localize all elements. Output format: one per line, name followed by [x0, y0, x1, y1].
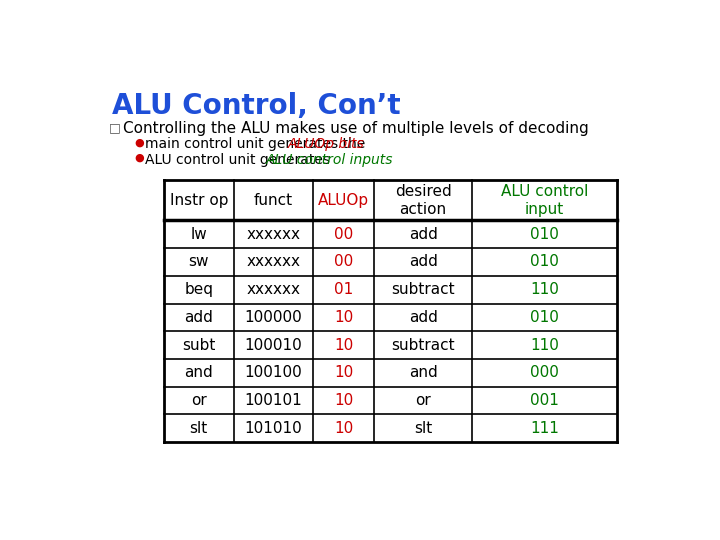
Text: Instr op: Instr op: [169, 193, 228, 208]
Text: 101010: 101010: [245, 421, 302, 436]
Text: ●: ●: [134, 153, 144, 163]
Text: add: add: [184, 310, 213, 325]
Text: 00: 00: [334, 227, 354, 242]
Text: add: add: [409, 254, 438, 269]
Text: 010: 010: [530, 227, 559, 242]
Text: 10: 10: [334, 421, 354, 436]
Text: 110: 110: [530, 282, 559, 297]
Text: xxxxxx: xxxxxx: [246, 282, 300, 297]
Text: 10: 10: [334, 365, 354, 380]
Text: 111: 111: [530, 421, 559, 436]
Text: add: add: [409, 227, 438, 242]
Text: Controlling the ALU makes use of multiple levels of decoding: Controlling the ALU makes use of multipl…: [123, 121, 589, 136]
Text: main control unit generates the: main control unit generates the: [145, 137, 369, 151]
Text: 10: 10: [334, 338, 354, 353]
Text: lw: lw: [190, 227, 207, 242]
Text: ALUOp: ALUOp: [318, 193, 369, 208]
Text: ●: ●: [134, 137, 144, 147]
Text: 001: 001: [530, 393, 559, 408]
Text: and: and: [409, 365, 438, 380]
Text: and: and: [184, 365, 213, 380]
Text: subt: subt: [182, 338, 215, 353]
Text: slt: slt: [414, 421, 432, 436]
Text: funct: funct: [254, 193, 293, 208]
Text: □: □: [109, 121, 121, 134]
Bar: [163, 180, 617, 442]
Text: 10: 10: [334, 393, 354, 408]
Text: 010: 010: [530, 254, 559, 269]
Text: 000: 000: [530, 365, 559, 380]
Text: slt: slt: [189, 421, 208, 436]
Text: 100100: 100100: [245, 365, 302, 380]
Text: add: add: [409, 310, 438, 325]
Text: 010: 010: [530, 310, 559, 325]
Text: 100101: 100101: [245, 393, 302, 408]
Text: ALU control
input: ALU control input: [501, 184, 588, 217]
Text: 10: 10: [334, 310, 354, 325]
Text: 110: 110: [530, 338, 559, 353]
Text: subtract: subtract: [392, 338, 455, 353]
Text: ALU control unit generates: ALU control unit generates: [145, 153, 334, 166]
Text: or: or: [191, 393, 207, 408]
Text: beq: beq: [184, 282, 213, 297]
Text: 100010: 100010: [245, 338, 302, 353]
Text: sw: sw: [189, 254, 209, 269]
Text: xxxxxx: xxxxxx: [246, 227, 300, 242]
Text: xxxxxx: xxxxxx: [246, 254, 300, 269]
Text: 00: 00: [334, 254, 354, 269]
Text: 100000: 100000: [245, 310, 302, 325]
Text: or: or: [415, 393, 431, 408]
Text: ALU control inputs: ALU control inputs: [266, 153, 393, 166]
Text: ALUOp bits: ALUOp bits: [287, 137, 364, 151]
Text: 01: 01: [334, 282, 354, 297]
Text: desired
action: desired action: [395, 184, 451, 217]
Text: ALU Control, Con’t: ALU Control, Con’t: [112, 92, 400, 120]
Text: subtract: subtract: [392, 282, 455, 297]
